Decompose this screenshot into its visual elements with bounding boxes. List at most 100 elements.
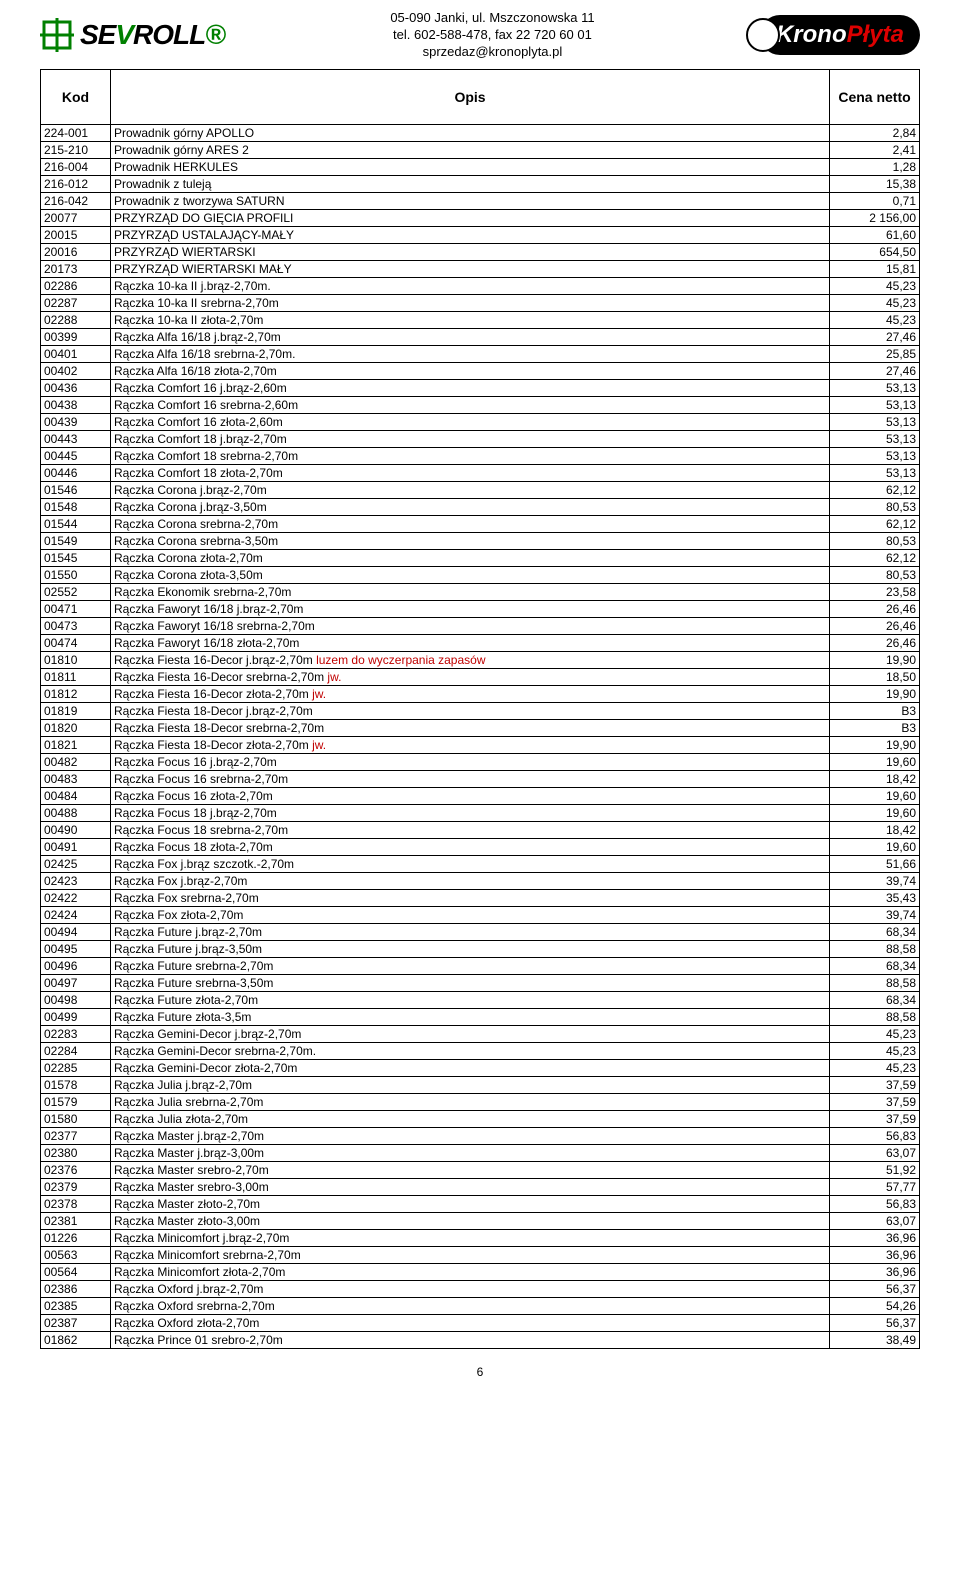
cell-opis: PRZYRZĄD DO GIĘCIA PROFILI <box>111 209 830 226</box>
table-row: 02424Rączka Fox złota-2,70m39,74 <box>41 906 920 923</box>
table-row: 01819Rączka Fiesta 18-Decor j.brąz-2,70m… <box>41 702 920 719</box>
table-row: 215-210Prowadnik górny ARES 22,41 <box>41 141 920 158</box>
cell-kod: 00499 <box>41 1008 111 1025</box>
cell-opis: Rączka Corona j.brąz-2,70m <box>111 481 830 498</box>
cell-opis: Rączka Master srebro-3,00m <box>111 1178 830 1195</box>
cell-opis: PRZYRZĄD WIERTARSKI <box>111 243 830 260</box>
cell-opis: Rączka Fiesta 18-Decor srebrna-2,70m <box>111 719 830 736</box>
cell-kod: 00494 <box>41 923 111 940</box>
cell-kod: 00498 <box>41 991 111 1008</box>
table-row: 00445Rączka Comfort 18 srebrna-2,70m53,1… <box>41 447 920 464</box>
cell-kod: 02286 <box>41 277 111 294</box>
cell-kod: 01580 <box>41 1110 111 1127</box>
cell-opis: PRZYRZĄD USTALAJĄCY-MAŁY <box>111 226 830 243</box>
logo-kronoplyta: KronoPłyta <box>760 15 920 55</box>
cell-opis: Rączka Ekonomik srebrna-2,70m <box>111 583 830 600</box>
page-header: SEVROLL® 05-090 Janki, ul. Mszczonowska … <box>40 10 920 61</box>
cell-kod: 02386 <box>41 1280 111 1297</box>
table-row: 20016PRZYRZĄD WIERTARSKI654,50 <box>41 243 920 260</box>
table-header-row: Kod Opis Cena netto <box>41 69 920 124</box>
cell-opis: Rączka Future złota-3,5m <box>111 1008 830 1025</box>
table-row: 00491Rączka Focus 18 złota-2,70m19,60 <box>41 838 920 855</box>
cell-cena: 1,28 <box>830 158 920 175</box>
cell-kod: 215-210 <box>41 141 111 158</box>
cell-cena: 56,37 <box>830 1314 920 1331</box>
cell-cena: 53,13 <box>830 430 920 447</box>
kronoplyta-text: KronoPłyta <box>776 21 904 49</box>
cell-opis: Prowadnik z tuleją <box>111 175 830 192</box>
cell-cena: 37,59 <box>830 1093 920 1110</box>
table-row: 00494Rączka Future j.brąz-2,70m68,34 <box>41 923 920 940</box>
addr-line-2: tel. 602-588-478, fax 22 720 60 01 <box>390 27 594 44</box>
cell-opis: Rączka Julia złota-2,70m <box>111 1110 830 1127</box>
table-row: 00439Rączka Comfort 16 złota-2,60m53,13 <box>41 413 920 430</box>
cell-cena: 37,59 <box>830 1076 920 1093</box>
table-row: 02425Rączka Fox j.brąz szczotk.-2,70m51,… <box>41 855 920 872</box>
cell-cena: 57,77 <box>830 1178 920 1195</box>
cell-opis: PRZYRZĄD WIERTARSKI MAŁY <box>111 260 830 277</box>
price-table: Kod Opis Cena netto 224-001Prowadnik gór… <box>40 69 920 1349</box>
cell-kod: 01545 <box>41 549 111 566</box>
addr-line-1: 05-090 Janki, ul. Mszczonowska 11 <box>390 10 594 27</box>
cell-cena: B3 <box>830 702 920 719</box>
cell-kod: 01862 <box>41 1331 111 1348</box>
cell-kod: 02378 <box>41 1195 111 1212</box>
cell-kod: 00497 <box>41 974 111 991</box>
cell-cena: 27,46 <box>830 362 920 379</box>
cell-opis: Rączka Fiesta 18-Decor złota-2,70m jw. <box>111 736 830 753</box>
cell-opis: Rączka Focus 18 srebrna-2,70m <box>111 821 830 838</box>
cell-kod: 00482 <box>41 753 111 770</box>
cell-kod: 00563 <box>41 1246 111 1263</box>
cell-kod: 20077 <box>41 209 111 226</box>
cell-opis: Rączka Alfa 16/18 srebrna-2,70m. <box>111 345 830 362</box>
cell-kod: 00399 <box>41 328 111 345</box>
cell-opis: Rączka Comfort 18 srebrna-2,70m <box>111 447 830 464</box>
cell-opis: Rączka Julia srebrna-2,70m <box>111 1093 830 1110</box>
cell-opis: Rączka Corona srebrna-2,70m <box>111 515 830 532</box>
cell-kod: 01819 <box>41 702 111 719</box>
cell-cena: 56,37 <box>830 1280 920 1297</box>
table-row: 02380Rączka Master j.brąz-3,00m63,07 <box>41 1144 920 1161</box>
cell-opis: Rączka Master złoto-2,70m <box>111 1195 830 1212</box>
cell-kod: 01550 <box>41 566 111 583</box>
cell-opis: Rączka Fiesta 18-Decor j.brąz-2,70m <box>111 702 830 719</box>
cell-kod: 00474 <box>41 634 111 651</box>
table-row: 00495Rączka Future j.brąz-3,50m88,58 <box>41 940 920 957</box>
cell-kod: 01811 <box>41 668 111 685</box>
cell-kod: 02380 <box>41 1144 111 1161</box>
cell-kod: 01548 <box>41 498 111 515</box>
cell-cena: 23,58 <box>830 583 920 600</box>
table-row: 00401Rączka Alfa 16/18 srebrna-2,70m.25,… <box>41 345 920 362</box>
table-row: 01550Rączka Corona złota-3,50m80,53 <box>41 566 920 583</box>
cell-opis: Rączka Corona złota-2,70m <box>111 549 830 566</box>
table-row: 00484Rączka Focus 16 złota-2,70m19,60 <box>41 787 920 804</box>
cell-opis: Rączka Focus 16 srebrna-2,70m <box>111 770 830 787</box>
table-row: 02283Rączka Gemini-Decor j.brąz-2,70m45,… <box>41 1025 920 1042</box>
table-row: 216-042Prowadnik z tworzywa SATURN0,71 <box>41 192 920 209</box>
cell-cena: 45,23 <box>830 1059 920 1076</box>
table-row: 02378Rączka Master złoto-2,70m56,83 <box>41 1195 920 1212</box>
cell-cena: 45,23 <box>830 277 920 294</box>
cell-cena: 15,38 <box>830 175 920 192</box>
cell-opis: Rączka Future złota-2,70m <box>111 991 830 1008</box>
cell-cena: 39,74 <box>830 906 920 923</box>
cell-kod: 01820 <box>41 719 111 736</box>
cell-opis: Rączka Focus 16 złota-2,70m <box>111 787 830 804</box>
table-row: 01810Rączka Fiesta 16-Decor j.brąz-2,70m… <box>41 651 920 668</box>
cell-cena: 19,90 <box>830 685 920 702</box>
cell-cena: 53,13 <box>830 413 920 430</box>
cell-kod: 02423 <box>41 872 111 889</box>
cell-opis: Rączka Fox srebrna-2,70m <box>111 889 830 906</box>
table-row: 02552Rączka Ekonomik srebrna-2,70m23,58 <box>41 583 920 600</box>
table-row: 20015PRZYRZĄD USTALAJĄCY-MAŁY61,60 <box>41 226 920 243</box>
addr-line-3: sprzedaz@kronoplyta.pl <box>390 44 594 61</box>
cell-cena: 18,42 <box>830 770 920 787</box>
cell-kod: 00496 <box>41 957 111 974</box>
cell-cena: B3 <box>830 719 920 736</box>
table-row: 02386Rączka Oxford j.brąz-2,70m56,37 <box>41 1280 920 1297</box>
table-row: 01580Rączka Julia złota-2,70m37,59 <box>41 1110 920 1127</box>
cell-kod: 00473 <box>41 617 111 634</box>
cell-kod: 20173 <box>41 260 111 277</box>
table-row: 01226Rączka Minicomfort j.brąz-2,70m36,9… <box>41 1229 920 1246</box>
table-row: 01812Rączka Fiesta 16-Decor złota-2,70m … <box>41 685 920 702</box>
